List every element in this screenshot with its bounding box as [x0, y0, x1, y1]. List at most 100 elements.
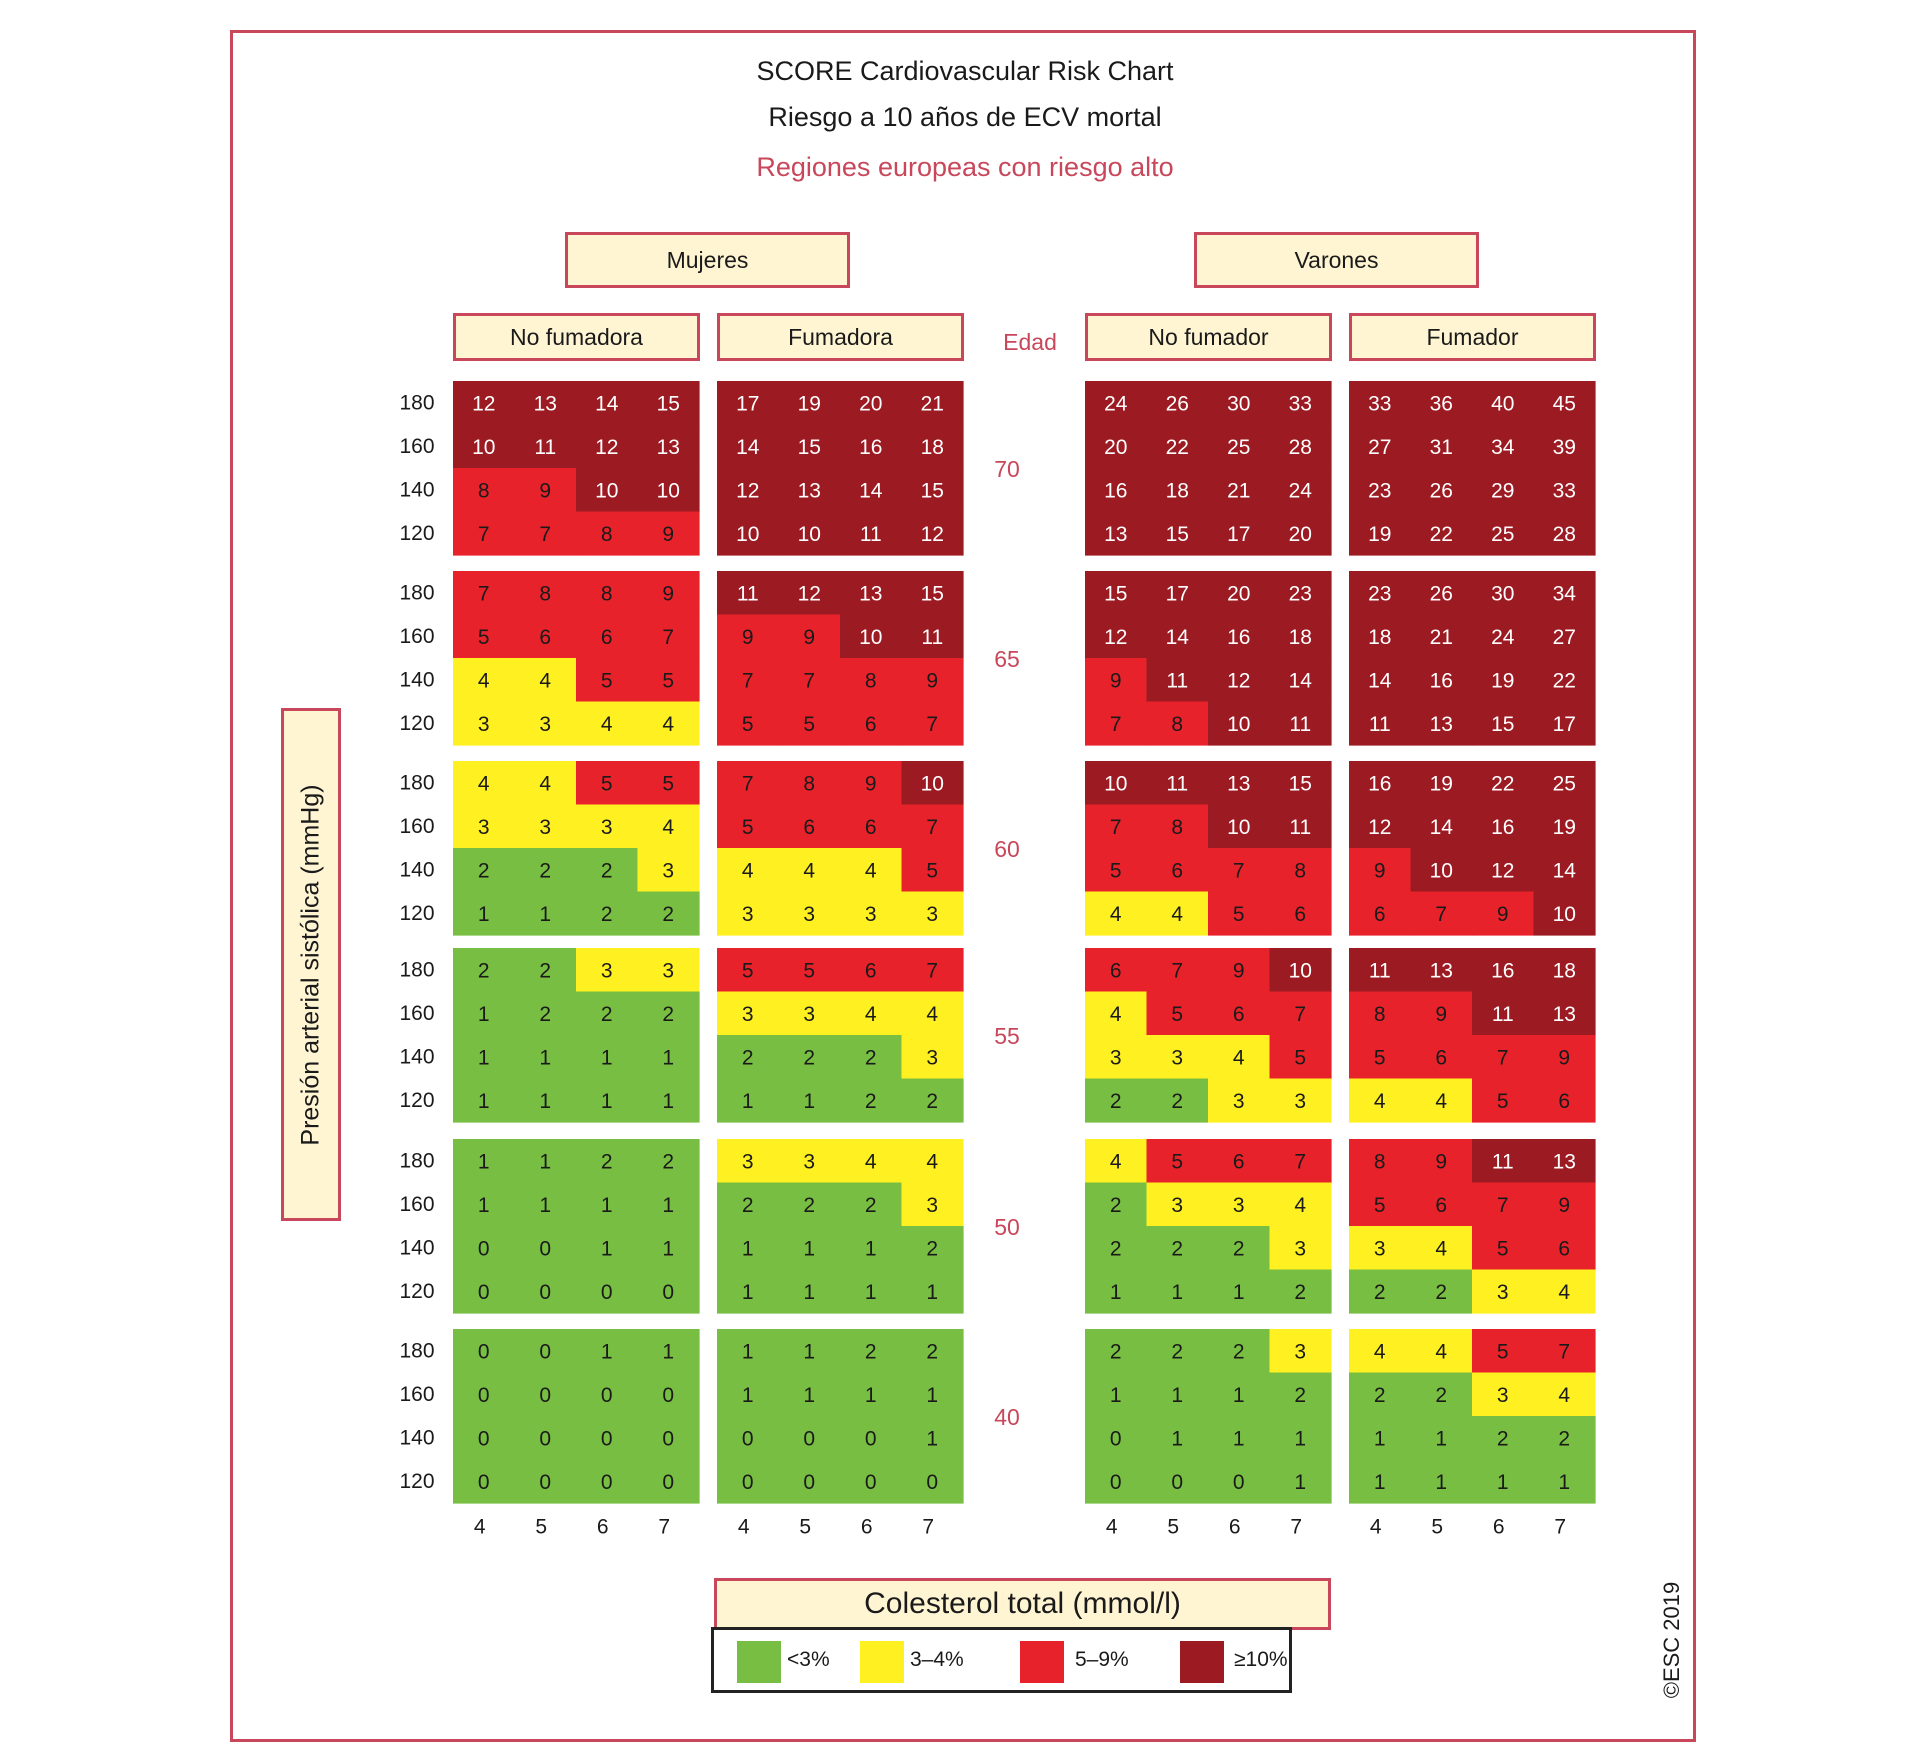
- risk-value: 5: [1497, 1237, 1509, 1260]
- risk-value: 2: [601, 859, 613, 882]
- risk-value: 4: [1294, 1194, 1306, 1217]
- risk-cell: [514, 1459, 577, 1504]
- risk-cell: [453, 1182, 516, 1227]
- risk-cell: [1269, 511, 1332, 556]
- sbp-tick: 120: [399, 712, 434, 735]
- risk-value: 12: [798, 582, 821, 605]
- risk-value: 1: [1233, 1281, 1245, 1304]
- risk-cell: [637, 1139, 700, 1184]
- risk-value: 5: [742, 816, 754, 839]
- risk-cell: [1085, 1078, 1148, 1123]
- risk-value: 2: [1558, 1427, 1570, 1450]
- risk-cell: [637, 1078, 700, 1123]
- risk-cell: [514, 424, 577, 469]
- risk-cell: [1533, 1226, 1596, 1271]
- risk-cell: [576, 1078, 639, 1123]
- risk-cell: [1533, 381, 1596, 426]
- risk-cell: [637, 424, 700, 469]
- risk-value: 9: [803, 626, 815, 649]
- risk-value: 1: [926, 1427, 938, 1450]
- risk-cell: [717, 991, 780, 1036]
- risk-cell: [576, 1035, 639, 1080]
- risk-value: 25: [1553, 772, 1576, 795]
- risk-cell: [717, 1416, 780, 1461]
- risk-value: 8: [1171, 713, 1183, 736]
- risk-cell: [637, 1035, 700, 1080]
- risk-value: 2: [478, 959, 490, 982]
- risk-cell: [1269, 848, 1332, 893]
- risk-cell: [1533, 1416, 1596, 1461]
- risk-cell: [717, 1182, 780, 1227]
- risk-cell: [1533, 424, 1596, 469]
- risk-value: 0: [539, 1281, 551, 1304]
- risk-value: 12: [736, 479, 759, 502]
- risk-cell: [778, 1035, 841, 1080]
- risk-value: 13: [1104, 523, 1127, 546]
- region-subtitle: Regiones europeas con riesgo alto: [756, 152, 1174, 182]
- risk-value: 33: [1368, 392, 1391, 415]
- risk-value: 3: [1497, 1384, 1509, 1407]
- risk-value: 26: [1166, 392, 1189, 415]
- risk-cell: [576, 761, 639, 806]
- risk-value: 10: [859, 626, 882, 649]
- chol-tick: 7: [1554, 1516, 1566, 1539]
- risk-cell: [1208, 511, 1271, 556]
- risk-cell: [840, 658, 903, 703]
- risk-cell: [1349, 804, 1412, 849]
- risk-cell: [453, 804, 516, 849]
- risk-cell: [1146, 468, 1209, 513]
- risk-cell: [453, 658, 516, 703]
- risk-cell: [778, 614, 841, 659]
- risk-value: 4: [865, 1003, 877, 1026]
- risk-cell: [1533, 1269, 1596, 1314]
- risk-cell: [637, 511, 700, 556]
- risk-cell: [1085, 1269, 1148, 1314]
- risk-value: 23: [1289, 582, 1312, 605]
- risk-cell: [1208, 1416, 1271, 1461]
- risk-cell: [901, 1182, 964, 1227]
- risk-cell: [840, 1226, 903, 1271]
- risk-cell: [1208, 571, 1271, 616]
- risk-cell: [840, 1182, 903, 1227]
- age-header: Edad: [1003, 329, 1057, 355]
- risk-cell: [1533, 1372, 1596, 1417]
- risk-value: 4: [1558, 1281, 1570, 1304]
- risk-cell: [1533, 891, 1596, 936]
- risk-value: 14: [1166, 626, 1190, 649]
- risk-value: 6: [1435, 1194, 1447, 1217]
- risk-value: 33: [1289, 392, 1312, 415]
- risk-value: 2: [478, 859, 490, 882]
- risk-value: 0: [662, 1471, 674, 1494]
- risk-value: 6: [1558, 1090, 1570, 1113]
- risk-value: 40: [1491, 392, 1514, 415]
- risk-cell: [1208, 761, 1271, 806]
- risk-cell: [1146, 891, 1209, 936]
- risk-value: 15: [921, 479, 944, 502]
- risk-cell: [1472, 381, 1535, 426]
- risk-value: 5: [926, 859, 938, 882]
- risk-cell: [840, 614, 903, 659]
- risk-cell: [1208, 468, 1271, 513]
- risk-cell: [1410, 804, 1473, 849]
- risk-value: 2: [1435, 1281, 1447, 1304]
- risk-value: 12: [1104, 626, 1127, 649]
- risk-cell: [576, 614, 639, 659]
- risk-value: 3: [1110, 1046, 1122, 1069]
- risk-value: 16: [1227, 626, 1250, 649]
- risk-cell: [1208, 1182, 1271, 1227]
- risk-cell: [1533, 511, 1596, 556]
- risk-value: 21: [921, 392, 944, 415]
- risk-value: 14: [1430, 816, 1454, 839]
- risk-value: 0: [539, 1340, 551, 1363]
- risk-value: 1: [662, 1090, 674, 1113]
- risk-cell: [1208, 991, 1271, 1036]
- risk-cell: [717, 614, 780, 659]
- risk-value: 1: [1171, 1427, 1183, 1450]
- risk-cell: [1085, 1226, 1148, 1271]
- risk-value: 6: [803, 816, 815, 839]
- risk-cell: [514, 891, 577, 936]
- risk-value: 24: [1289, 479, 1313, 502]
- risk-value: 2: [1110, 1237, 1122, 1260]
- risk-cell: [453, 511, 516, 556]
